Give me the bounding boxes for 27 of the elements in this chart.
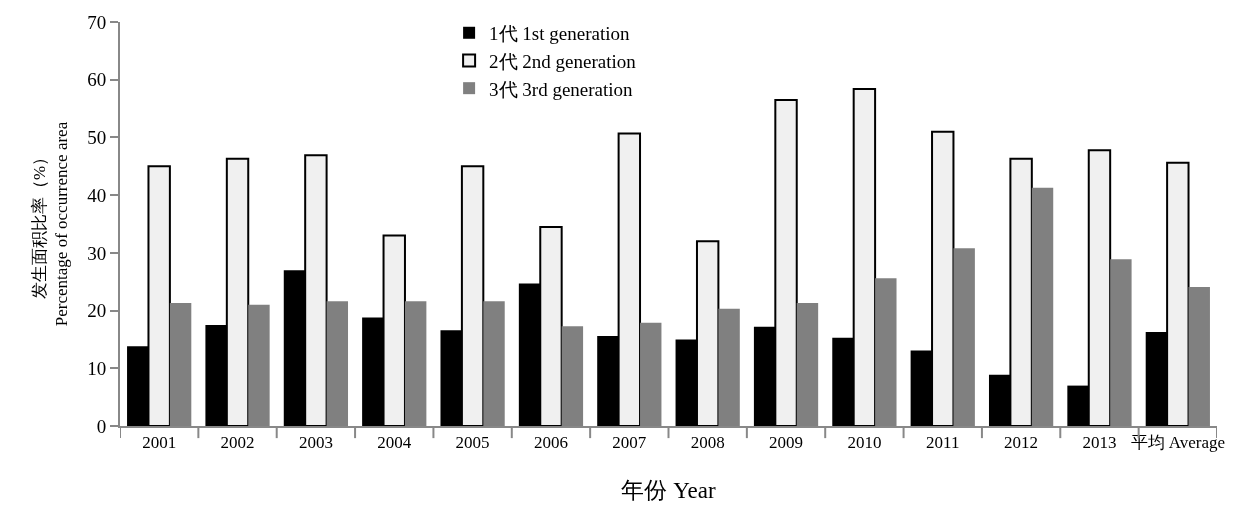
y-axis-title: 发生面积比率（%） Percentage of occurrence area bbox=[30, 121, 72, 327]
x-tick-label: 2011 bbox=[926, 433, 960, 453]
x-tick-label: 2013 bbox=[1082, 433, 1117, 453]
y-tick-label: 70 bbox=[87, 11, 107, 33]
x-axis-title: 年份 Year bbox=[621, 477, 716, 503]
x-tick-label: 2007 bbox=[612, 433, 647, 453]
x-tick-label: 2008 bbox=[690, 433, 725, 453]
y-tick-label: 40 bbox=[87, 184, 107, 206]
y-tick-label: 60 bbox=[87, 69, 107, 91]
x-tick-label: 2002 bbox=[220, 433, 255, 453]
y-tick-label: 20 bbox=[87, 300, 107, 322]
x-tick-label: 2006 bbox=[533, 433, 568, 453]
legend-label: 1代 1st generation bbox=[489, 23, 630, 45]
x-tick-label: 平均 Average bbox=[1130, 433, 1226, 453]
y-tick-label: 10 bbox=[87, 357, 107, 379]
x-tick-label: 2012 bbox=[1004, 433, 1039, 453]
y-tick-label: 50 bbox=[87, 127, 107, 149]
legend-label: 2代 2nd generation bbox=[489, 50, 637, 72]
x-tick-label: 2009 bbox=[769, 433, 804, 453]
y-tick-label: 30 bbox=[87, 242, 107, 264]
x-tick-label: 2010 bbox=[847, 433, 882, 453]
y-tick-label: 0 bbox=[96, 415, 107, 437]
x-tick-label: 2005 bbox=[455, 433, 490, 453]
x-tick-label: 2004 bbox=[377, 433, 412, 453]
legend-label: 3代 3rd generation bbox=[489, 78, 634, 100]
x-tick-label: 2003 bbox=[298, 433, 333, 453]
x-tick-label: 2001 bbox=[142, 433, 177, 453]
